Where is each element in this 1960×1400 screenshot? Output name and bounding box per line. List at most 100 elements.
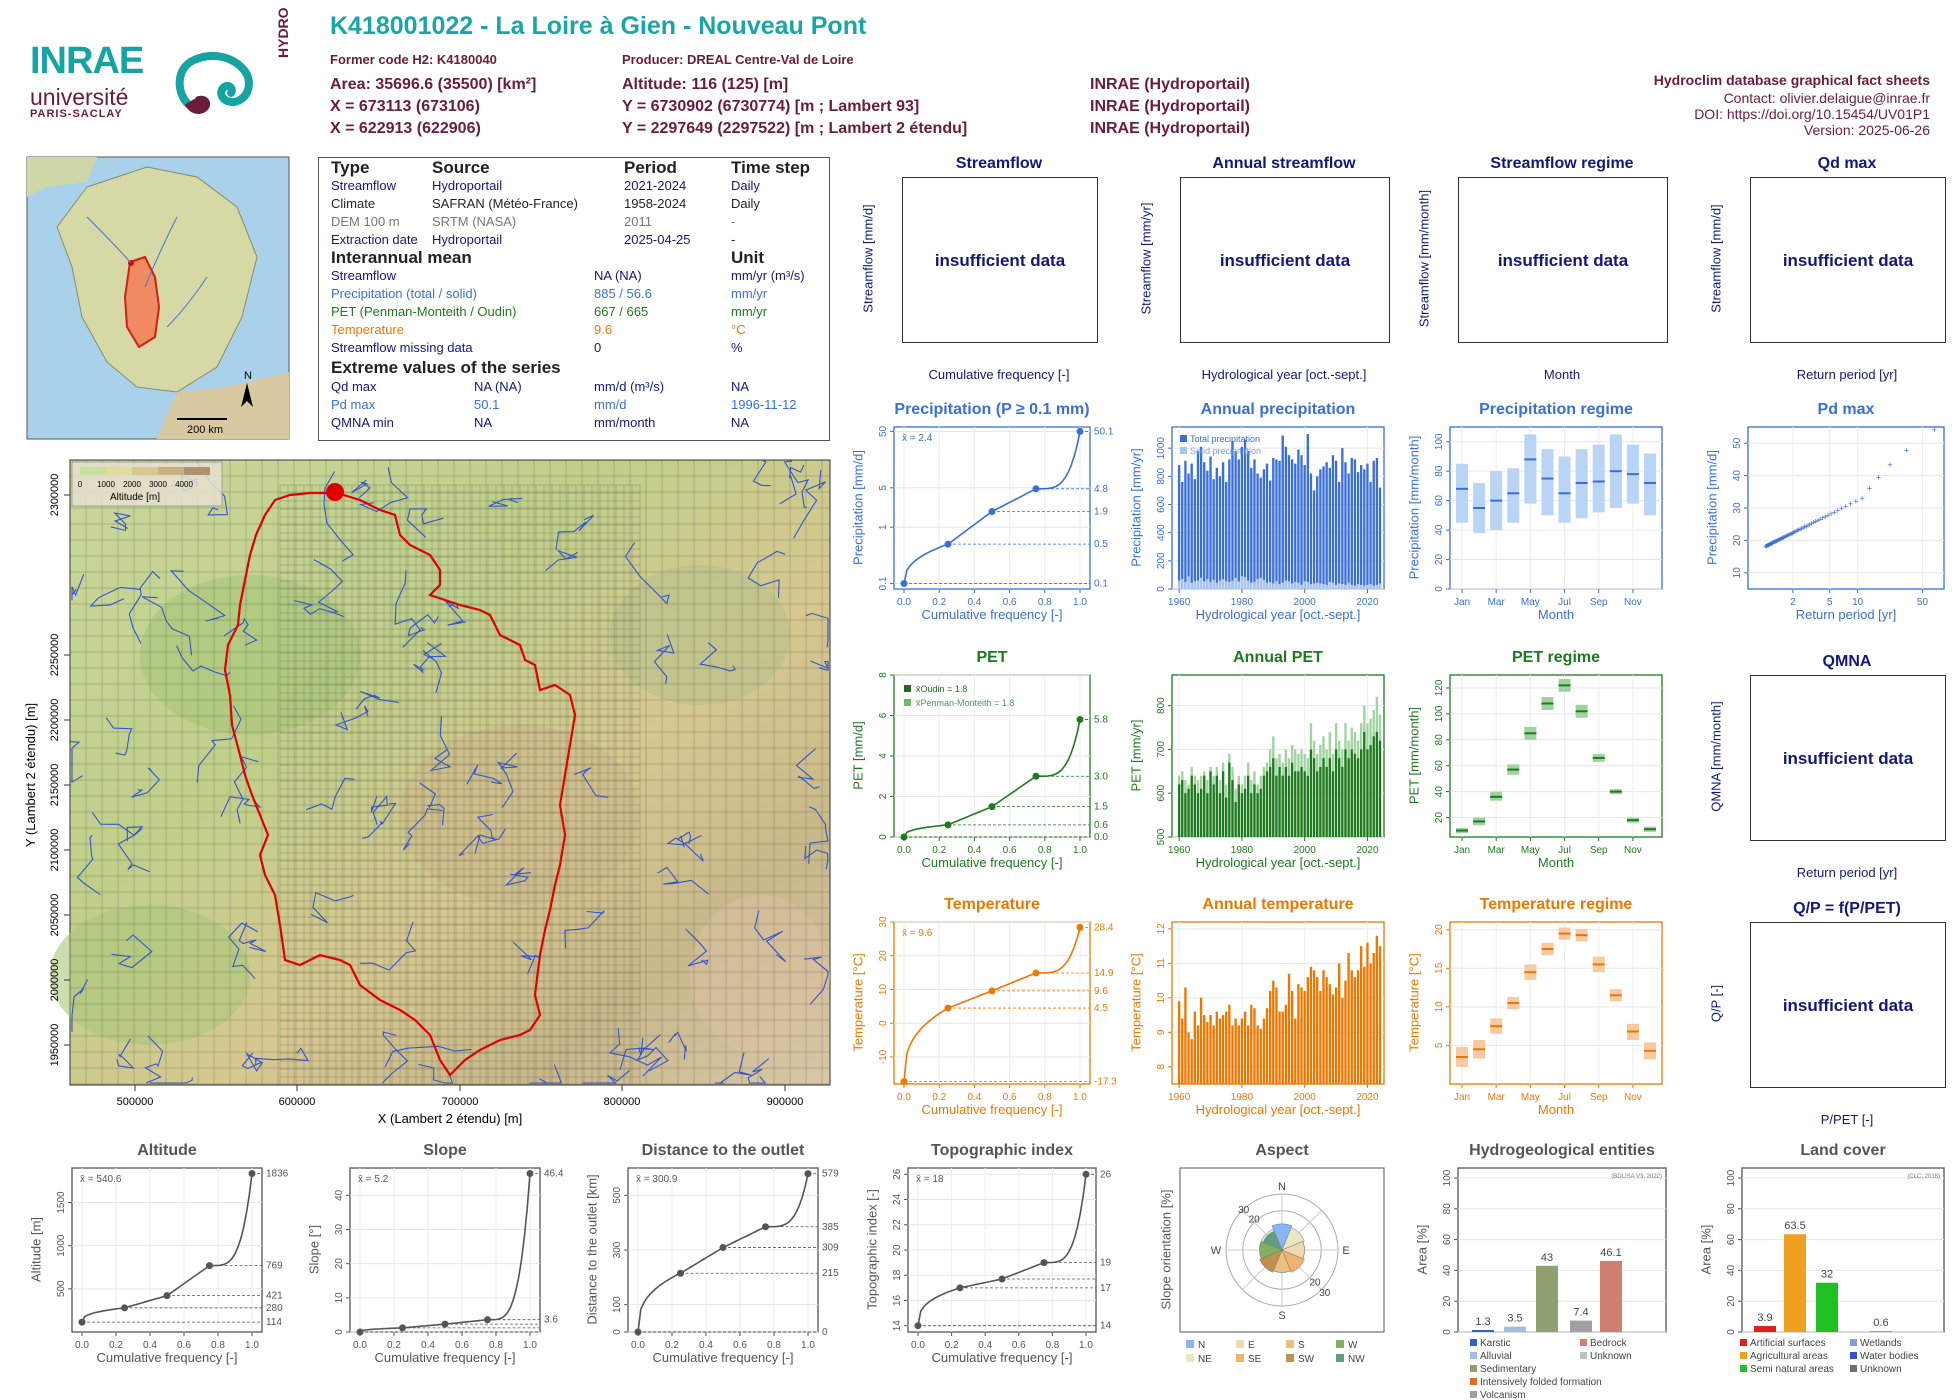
annual_pet-bar2-7 (1199, 788, 1203, 837)
landcover-bar-0 (1754, 1325, 1776, 1332)
annual_pet-bar2-6 (1196, 793, 1200, 837)
annual_pet-bar2-52 (1341, 766, 1344, 837)
annual_pet-bar2-59 (1363, 731, 1366, 837)
info-table: Type Source Period Time step Interannual… (318, 157, 830, 441)
altitude-mean: x̄ = 540.6 (80, 1174, 122, 1185)
mean-unit-2: mm/yr (731, 304, 768, 319)
annual_precip-bar2-19 (1237, 581, 1240, 589)
map-ytick-5: 2200000 (49, 699, 61, 742)
annual_pet-bar2-21 (1243, 788, 1247, 837)
precip-right-label-1: 4.8 (1094, 484, 1108, 495)
annual_precip-bar2-54 (1347, 582, 1350, 589)
annual_precip-bar2-48 (1328, 581, 1331, 589)
pet-right-label-4: 0.0 (1094, 832, 1108, 843)
source-3: INRAE (Hydroportail) (1090, 120, 1250, 137)
precip-xlabel: Cumulative frequency [-] (921, 607, 1063, 622)
annual_precip-bar-51 (1338, 481, 1341, 589)
annual_pet-bar2-8 (1203, 775, 1206, 837)
topo-point-1 (956, 1284, 964, 1292)
annual_pet-bar2-28 (1265, 771, 1269, 837)
ext-date-0: NA (731, 379, 750, 394)
pdmax-point-40: + (1800, 523, 1805, 533)
annual_pet-bar2-36 (1290, 762, 1294, 837)
aspect-legend-SE: SE (1248, 1354, 1262, 1365)
annual_precip-bar-3 (1187, 473, 1190, 589)
annual_temp-bar-30 (1272, 980, 1275, 1084)
xtick-0: 0.0 (897, 1092, 911, 1103)
xtick-0: 0.0 (897, 597, 911, 608)
annual_temp-bar-13 (1218, 1018, 1222, 1084)
ext-value-1: 50.1 (474, 397, 500, 412)
xtick-5: 1.0 (1073, 597, 1087, 608)
annual_pet-bar2-49 (1331, 771, 1335, 837)
ytick-2: 300 (612, 1241, 623, 1258)
mean-unit-0: mm/yr (m³/s) (731, 268, 805, 283)
info-step-2: - (731, 214, 736, 229)
ytick-2: 40 (1442, 1264, 1453, 1276)
annual_temp-bar-4 (1190, 1039, 1193, 1084)
annual_pet-bar2-5 (1193, 784, 1197, 837)
precip_regime-box-11 (1644, 453, 1656, 516)
ytick-2: 10 (1156, 992, 1167, 1004)
locator-map: 200 km N (26, 156, 290, 440)
map-ytick-0: 1950000 (49, 1024, 61, 1067)
ytick-1: 2 (878, 793, 889, 799)
precip_regime-box-6 (1558, 456, 1571, 523)
ytick-2: 1500 (56, 1191, 67, 1214)
temp-point-3 (1032, 969, 1040, 977)
annual_temp-bar-33 (1281, 1011, 1284, 1084)
info-h-period: Period (624, 158, 677, 177)
xtick-2: 2000 (1294, 1092, 1317, 1103)
ytick-3: 6 (878, 712, 889, 718)
annual_precip-bar2-32 (1278, 584, 1281, 589)
ytick-1: 20 (1726, 1295, 1737, 1307)
pet-xlabel: Cumulative frequency [-] (921, 855, 1063, 870)
pdmax-point-3: + (1765, 541, 1770, 551)
ytick-4: 800 (1156, 468, 1167, 485)
annual_pet-bar2-61 (1369, 745, 1372, 837)
slope-ylabel: Slope [°] (306, 1224, 322, 1275)
xtick-0: 0.0 (353, 1340, 367, 1351)
aspect-legend-S: S (1298, 1340, 1305, 1351)
pet-legend-oudin: x̄Oudin = 1.8 (916, 684, 967, 694)
pdmax-point-4: + (1765, 540, 1770, 550)
landcover-legend-0: Artificial surfaces (1750, 1338, 1826, 1349)
pdmax-point-47: + (1813, 517, 1818, 527)
mean-unit-3: °C (731, 322, 746, 337)
aspect-legend-N: N (1198, 1340, 1205, 1351)
hydrogeo-legend: Karstic Alluvial Sedimentary Intensively fo… (1470, 1338, 1632, 1400)
annual_streamflow-insufficient-box: insufficient data (1180, 177, 1390, 343)
ytick-1: 1 (878, 524, 889, 530)
slope-point-2 (441, 1320, 449, 1328)
info-period-3: 2025-04-25 (624, 232, 691, 247)
info-source-0: Hydroportail (432, 178, 503, 193)
altitude-right-label-4: 114 (266, 1317, 282, 1328)
altitude: Altitude: 116 (125) [m] (622, 76, 789, 93)
xtick-2: 0.4 (967, 1092, 981, 1103)
annual_temp-bar-11 (1212, 1025, 1215, 1084)
info-h-ext: Extreme values of the series (331, 358, 561, 377)
pdmax-point-12: + (1771, 538, 1776, 548)
annual_precip-bar2-14 (1221, 579, 1225, 589)
ext-date-1: 1996-11-12 (731, 397, 797, 412)
xtick-1: 0.2 (387, 1340, 401, 1351)
annual_temp-bar-24 (1253, 1008, 1256, 1084)
info-type-1: Climate (331, 196, 376, 211)
pdmax-point-51: + (1823, 512, 1828, 522)
xtick-0: Jan (1454, 597, 1470, 608)
annual_pet-bar2-57 (1356, 758, 1360, 837)
xtick-2: 10 (1852, 597, 1864, 608)
streamflow_regime-insufficient-box: insufficient data (1458, 177, 1668, 343)
pdmax-point-55: + (1835, 506, 1840, 516)
pet-legend-pm: x̄Penman-Monteith = 1.8 (916, 698, 1014, 708)
annual_pet-bar2-33 (1281, 775, 1284, 837)
ytick-4: 8 (878, 672, 889, 678)
ytick-3: 30 (334, 1224, 345, 1236)
xtick-0: 1960 (1168, 597, 1191, 608)
annual_precip-bar2-46 (1322, 584, 1325, 589)
annual_pet-bar2-19 (1237, 784, 1240, 837)
ytick-3: 20 (892, 1244, 903, 1256)
annual_pet-bar2-2 (1184, 793, 1187, 837)
annual_precip-bar-42 (1309, 473, 1313, 589)
